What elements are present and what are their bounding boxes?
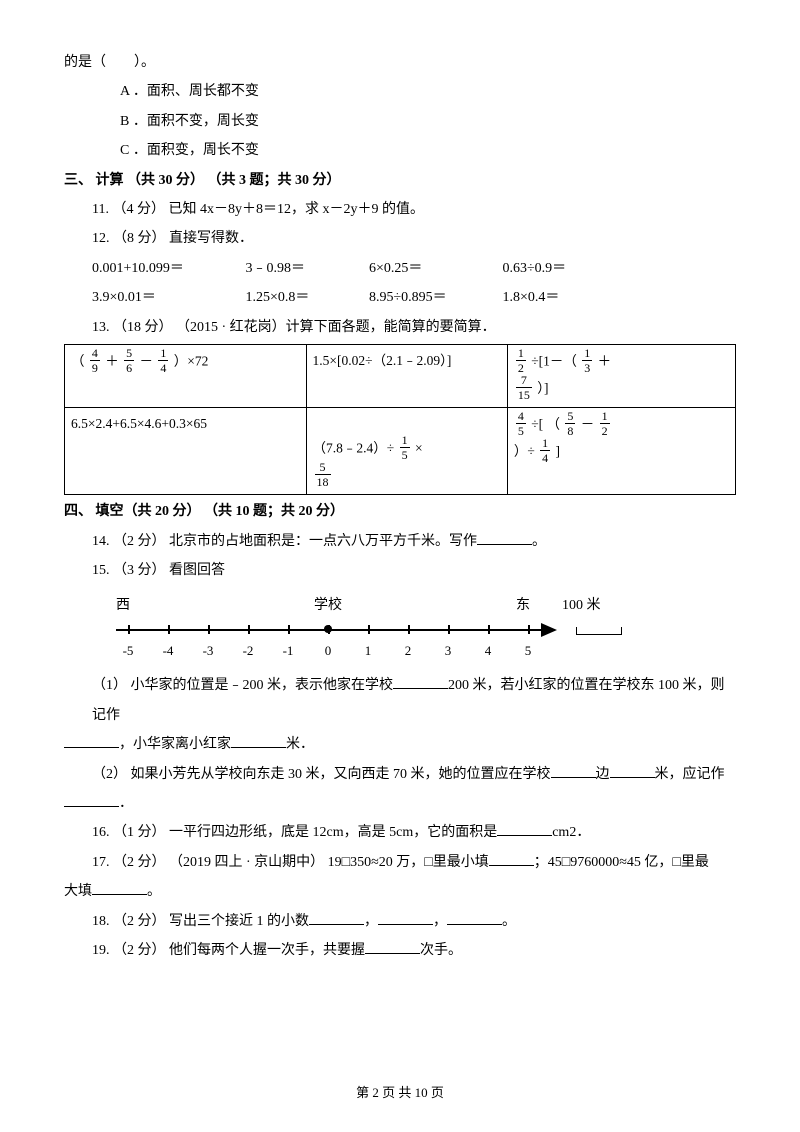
tick-label: -3 — [203, 637, 214, 664]
section-3-heading: 三、 计算 （共 30 分） （共 3 题；共 30 分） — [64, 166, 736, 195]
table-cell: （ 49 ＋ 56 － 14 ）×72 — [65, 344, 307, 407]
blank[interactable] — [64, 731, 119, 748]
q12: 12. （8 分） 直接写得数． — [64, 224, 736, 253]
tick — [408, 625, 410, 634]
eq: 3﹣0.98＝ — [246, 254, 366, 283]
q13: 13. （18 分） （2015 · 红花岗）计算下面各题，能简算的要简算． — [64, 313, 736, 342]
q15: 15. （3 分） 看图回答 — [64, 556, 736, 585]
number-line-diagram: 西 学校 东 100 米 -5 -4 -3 -2 -1 0 1 2 3 4 5 — [106, 591, 606, 661]
eq: 1.25×0.8＝ — [246, 283, 366, 312]
east-label: 东 — [516, 591, 530, 620]
q15-2-line2: ． — [64, 789, 736, 818]
q10-tail: 的是（ ）。 — [64, 48, 736, 77]
blank[interactable] — [610, 761, 655, 778]
eq: 3.9×0.01＝ — [92, 283, 242, 312]
tick — [248, 625, 250, 634]
tick — [128, 625, 130, 634]
q10-option-c: C ．面积变，周长不变 — [64, 136, 736, 165]
blank[interactable] — [497, 820, 552, 837]
school-label: 学校 — [314, 591, 342, 620]
blank[interactable] — [393, 673, 448, 690]
q12-row1: 0.001+10.099＝ 3﹣0.98＝ 6×0.25＝ 0.63÷0.9＝ — [64, 254, 736, 283]
q10-option-b: B ．面积不变，周长变 — [64, 107, 736, 136]
q17: 17. （2 分） （2019 四上 · 京山期中） 19□350≈20 万，□… — [64, 848, 736, 877]
eq: 6×0.25＝ — [369, 254, 499, 283]
blank[interactable] — [64, 790, 119, 807]
tick — [528, 625, 530, 634]
q10-option-a: A ．面积、周长都不变 — [64, 77, 736, 106]
eq: 0.63÷0.9＝ — [503, 254, 567, 283]
tick — [288, 625, 290, 634]
calc-table: （ 49 ＋ 56 － 14 ）×72 1.5×[0.02÷（2.1﹣2.09）… — [64, 344, 736, 495]
blank[interactable] — [489, 849, 534, 866]
tick-label: -5 — [123, 637, 134, 664]
section-4-heading: 四、 填空（共 20 分） （共 10 题；共 20 分） — [64, 497, 736, 526]
tick — [208, 625, 210, 634]
q15-1: （1） 小华家的位置是﹣200 米，表示他家在学校200 米，若小红家的位置在学… — [64, 671, 736, 730]
q12-row2: 3.9×0.01＝ 1.25×0.8＝ 8.95÷0.895＝ 1.8×0.4＝ — [64, 283, 736, 312]
blank[interactable] — [447, 908, 502, 925]
origin-dot — [324, 625, 332, 633]
blank[interactable] — [231, 731, 286, 748]
blank[interactable] — [309, 908, 364, 925]
table-cell: （7.8﹣2.4）÷ 15 × 518 — [306, 407, 507, 494]
blank[interactable] — [477, 528, 532, 545]
tick-label: 1 — [365, 637, 372, 664]
table-cell: 45 ÷[ （ 58 － 12）÷ 14 ] — [507, 407, 735, 494]
arrow-icon — [541, 623, 557, 637]
tick-label: -4 — [163, 637, 174, 664]
blank[interactable] — [378, 908, 433, 925]
tick-label: -2 — [243, 637, 254, 664]
q17-line2: 大填。 — [64, 877, 736, 906]
q18: 18. （2 分） 写出三个接近 1 的小数，，。 — [64, 907, 736, 936]
tick-label: 5 — [525, 637, 532, 664]
q19: 19. （2 分） 他们每两个人握一次手，共要握次手。 — [64, 936, 736, 965]
west-label: 西 — [116, 591, 130, 620]
tick — [448, 625, 450, 634]
blank[interactable] — [365, 937, 420, 954]
tick-label: 0 — [325, 637, 332, 664]
table-cell: 1.5×[0.02÷（2.1﹣2.09）] — [306, 344, 507, 407]
q11: 11. （4 分） 已知 4x－8y＋8＝12，求 x－2y＋9 的值。 — [64, 195, 736, 224]
q15-1-line2: ，小华家离小红家米． — [64, 730, 736, 759]
tick — [168, 625, 170, 634]
scale-bracket — [576, 627, 622, 635]
page-footer: 第 2 页 共 10 页 — [0, 1079, 800, 1106]
blank[interactable] — [92, 878, 147, 895]
table-cell: 6.5×2.4+6.5×4.6+0.3×65 — [65, 407, 307, 494]
eq: 0.001+10.099＝ — [92, 254, 242, 283]
tick-label: 4 — [485, 637, 492, 664]
tick — [488, 625, 490, 634]
q14: 14. （2 分） 北京市的占地面积是：一点六八万平方千米。写作。 — [64, 527, 736, 556]
tick-label: 3 — [445, 637, 452, 664]
scale-label: 100 米 — [562, 591, 601, 620]
tick-label: -1 — [283, 637, 294, 664]
q15-2: （2） 如果小芳先从学校向东走 30 米，又向西走 70 米，她的位置应在学校边… — [64, 760, 736, 789]
tick — [368, 625, 370, 634]
eq: 8.95÷0.895＝ — [369, 283, 499, 312]
tick-label: 2 — [405, 637, 412, 664]
eq: 1.8×0.4＝ — [503, 283, 560, 312]
table-cell: 12 ÷[1－（ 13 ＋715 ）] — [507, 344, 735, 407]
blank[interactable] — [551, 761, 596, 778]
q16: 16. （1 分） 一平行四边形纸，底是 12cm，高是 5cm，它的面积是cm… — [64, 818, 736, 847]
